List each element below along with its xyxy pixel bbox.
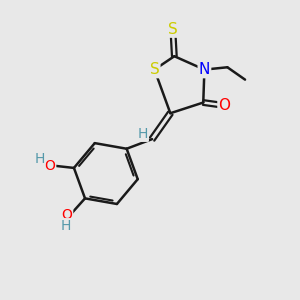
Text: H: H (61, 219, 71, 233)
Text: O: O (44, 159, 55, 172)
Text: S: S (168, 22, 178, 37)
Text: O: O (61, 208, 72, 222)
Text: H: H (137, 127, 148, 141)
Text: S: S (150, 62, 159, 77)
Text: H: H (34, 152, 45, 166)
Text: N: N (199, 62, 210, 77)
Text: O: O (218, 98, 230, 113)
